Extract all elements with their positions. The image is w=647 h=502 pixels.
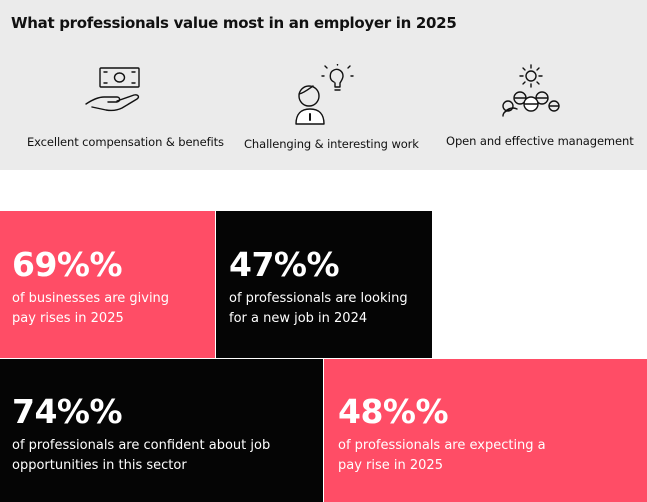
stat-description: of professionals are looking for a new j… [229, 289, 519, 329]
value-label-work: Challenging & interesting work [244, 137, 419, 151]
stat-description: of businesses are giving pay rises in 20… [12, 289, 302, 329]
stat-percentage: 47%% [229, 245, 340, 284]
stat-description-line: of businesses are giving [12, 291, 170, 306]
stat-tile-looking-new-job: 47%% of professionals are looking for a … [216, 211, 432, 358]
value-label-management: Open and effective management [446, 134, 634, 148]
stat-description-line: pay rise in 2025 [338, 458, 443, 473]
stat-percentage: 74%% [12, 392, 123, 431]
values-panel [0, 0, 647, 170]
value-label-compensation: Excellent compensation & benefits [27, 135, 224, 149]
stat-description-line: of professionals are looking [229, 291, 408, 306]
stat-description-line: of professionals are confident about job [12, 438, 271, 453]
page-title: What professionals value most in an empl… [11, 14, 457, 32]
stat-tile-businesses-pay-rises: 69%% of businesses are giving pay rises … [0, 211, 215, 358]
stat-percentage: 48%% [338, 392, 449, 431]
team-gear-icon [499, 64, 563, 122]
stat-description-line: for a new job in 2024 [229, 311, 368, 326]
stat-description-line: pay rises in 2025 [12, 311, 124, 326]
stat-description: of professionals are confident about job… [12, 436, 302, 476]
stat-tile-expecting-pay-rise: 48%% of professionals are expecting a pa… [324, 359, 647, 502]
money-hand-icon [84, 66, 148, 120]
stat-description-line: of professionals are expecting a [338, 438, 546, 453]
stat-description-line: opportunities in this sector [12, 458, 187, 473]
stat-percentage: 69%% [12, 245, 123, 284]
stat-description: of professionals are expecting a pay ris… [338, 436, 628, 476]
person-idea-icon [292, 64, 356, 126]
stat-tile-confident-job-opportunities: 74%% of professionals are confident abou… [0, 359, 323, 502]
